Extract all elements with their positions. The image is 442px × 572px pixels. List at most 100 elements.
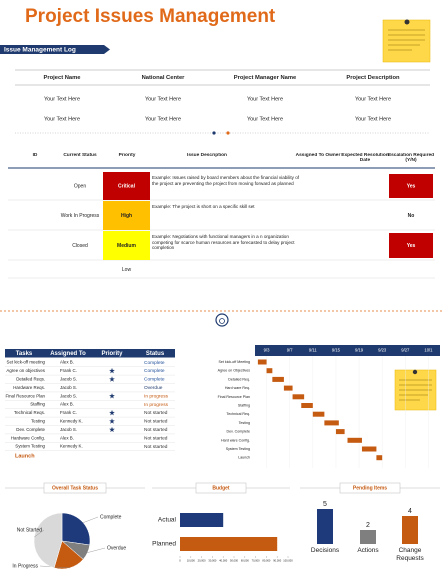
value-label: 5 [323,501,327,508]
priority-star [109,393,115,399]
pending-bar [360,530,376,544]
tasks-header: Priority [101,351,123,357]
budget-label: Actual [158,517,177,524]
issue-header-text: ID [32,153,38,158]
task-name: System Testing [15,444,45,449]
pie-label: Overdue [107,545,126,551]
priority-star [109,426,115,433]
issue-description-text: Example: Issues raised by board members … [152,175,300,186]
task-assigned: Alex B. [60,360,74,365]
gantt-bar [301,403,313,408]
gantt-tick-label: 9/15 [332,348,341,353]
task-status: Complete [144,377,165,383]
x-tick-label: 50,000 [230,559,238,563]
priority-cell [103,201,150,230]
gantt-task-label: Launch [238,456,250,460]
project-header: Project Name [43,75,81,81]
task-footer: Launch [15,453,35,459]
task-status: Complete [144,368,165,374]
task-status: Not started [144,444,168,450]
project-header: Project Manager Name [234,75,297,81]
gantt-bar [347,437,362,443]
gantt-tick-label: 9/19 [355,348,364,353]
x-tick-label: 20,000 [198,559,206,563]
priority-star [109,418,115,424]
gantt-task-label: Hard ware Config. [221,438,250,442]
tasks-header-bg [5,349,175,358]
chart-title: Budget [212,485,230,491]
project-cell: Your Text Here [145,116,181,122]
task-name: Staffing [30,402,45,407]
task-status: In progress [144,393,169,399]
task-assigned: Jacob S. [60,385,77,390]
gantt-task-label: Staffing [238,403,250,407]
gantt-task-label: Final Resource Plan [218,395,250,399]
x-tick-label: 70,000 [252,559,260,563]
issue-header: Priority [119,153,136,158]
issue-status: Closed [72,243,88,249]
gantt-bar [257,359,267,365]
tasks-header: Assigned To [50,351,86,357]
issue-description: Example: The project is short on a speci… [152,204,255,209]
priority-star [109,409,115,416]
task-status: Not started [144,435,168,441]
project-cell: Your Text Here [145,96,181,102]
task-name: Agree on objectives [6,368,45,373]
x-tick-label: 100,000 [283,559,293,563]
gantt-task-label: Set kick-off Meeting [219,360,251,364]
issue-description-text: Example: Negotiations with functional ma… [152,234,295,251]
gantt-task-label: Agree on Objectives [218,369,251,373]
issue-header-text: Issue Description [187,153,227,158]
pending-bar [402,516,418,544]
issue-header: Issue Description [187,153,227,158]
task-status: Not started [144,427,168,433]
gantt-task-label: Technical Req. [226,412,250,416]
pie-leader [87,547,106,553]
gantt-task-label: Testing [239,421,250,425]
issue-description-text: Example: The project is short on a speci… [152,204,255,209]
issue-escalation: Yes [407,183,416,189]
task-assigned: Kennedy K. [60,418,83,423]
pending-label-text: Actions [357,547,379,554]
gantt-bar [292,394,305,400]
project-cell: Your Text Here [355,116,391,122]
banner [0,45,110,54]
x-tick-label: 80,000 [262,559,270,563]
task-assigned: Jacob S. [60,427,77,432]
pending-label: Change Requests [396,547,424,562]
gantt-sticky-note [394,369,437,411]
issue-priority: Low [122,267,132,273]
task-assigned: Frank C. [60,410,77,415]
gantt-bar [335,429,345,435]
dot [226,131,230,135]
x-tick-label: 10,000 [187,559,195,563]
gantt-tick-label: 9/3 [264,348,270,353]
issue-header-text: Escalation Required (Y/N) [387,153,435,163]
pie-slice [61,512,91,546]
x-tick-label: 60,000 [241,559,249,563]
pending-label-text: Change Requests [396,547,424,562]
issue-priority: High [121,213,132,219]
task-assigned: Jacob S. [60,376,77,381]
tasks-header: Tasks [16,351,33,357]
task-name: Hardware Reqs. [13,385,45,390]
issue-header-text: Assigned To Owner [295,153,341,158]
task-name: Final Resource Plan [5,393,45,398]
issue-header: Escalation Required (Y/N) [387,153,435,163]
task-status: Not started [144,419,168,425]
value-label: 4 [408,508,412,515]
issue-escalation: Yes [407,243,416,249]
pie-label: Complete [100,514,122,520]
project-cell: Your Text Here [44,96,80,102]
task-assigned: Alex B. [60,402,74,407]
tasks-header: Status [146,351,165,357]
pie-leader [39,565,70,569]
issue-description: Example: Issues raised by board members … [152,175,300,186]
project-cell: Your Text Here [247,96,283,102]
project-header: National Center [142,75,186,81]
priority-star [109,376,115,382]
issue-escalation: No [408,213,415,219]
x-tick-label: 90,000 [273,559,281,563]
gantt-bar [312,411,325,417]
issue-header: Assigned To Owner [295,153,341,158]
